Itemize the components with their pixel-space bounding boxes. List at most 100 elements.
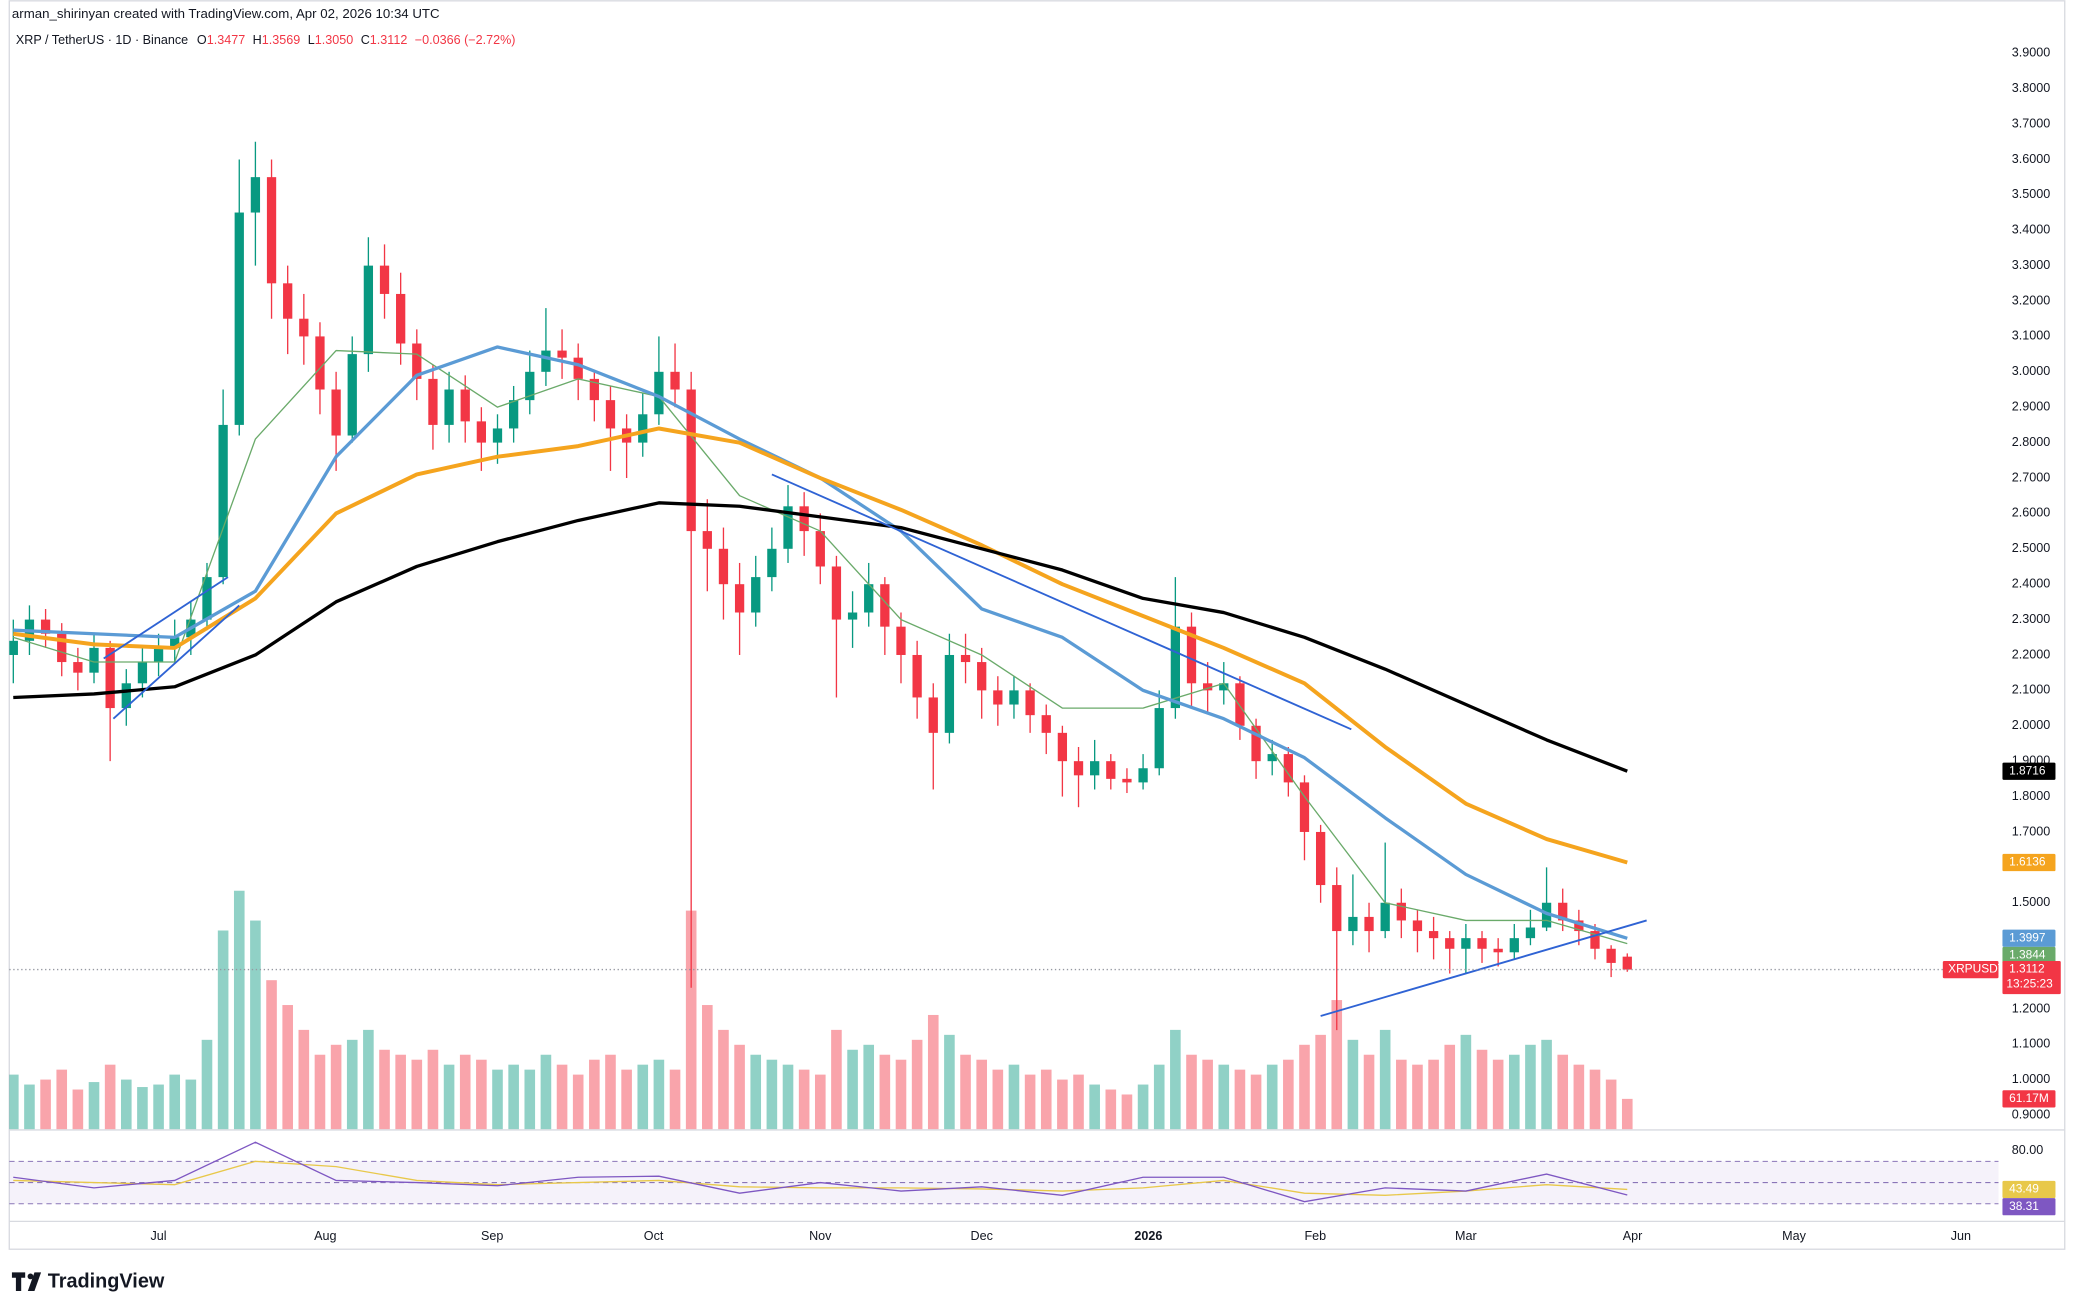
volume-bar	[556, 1064, 568, 1130]
x-tick-label: Sep	[481, 1229, 503, 1243]
trend-line	[771, 473, 1352, 731]
volume-bar	[976, 1059, 987, 1130]
credit: arman_shirinyan created with TradingView…	[12, 6, 440, 21]
candle-body	[767, 548, 777, 578]
volume-bar	[346, 1039, 358, 1130]
candle-body	[912, 654, 922, 698]
volume-bar	[944, 1034, 955, 1130]
candle-body	[831, 566, 842, 620]
candle-body	[1122, 778, 1132, 783]
last-price-box	[2002, 960, 2061, 995]
volume-bar	[120, 1079, 132, 1130]
x-tick-label: Dec	[971, 1229, 993, 1243]
moving-average	[12, 426, 1628, 865]
volume-bar	[1202, 1059, 1213, 1130]
candle-body	[170, 637, 180, 648]
volume-bar	[266, 980, 277, 1130]
rsi-label-box	[2002, 1180, 2056, 1199]
volume-bar	[1541, 1039, 1552, 1130]
candle-body	[1541, 902, 1552, 928]
volume-bar	[379, 1049, 390, 1130]
candle-body	[702, 531, 712, 549]
candle-body	[896, 626, 906, 655]
y-tick-label: 1.7000	[2012, 824, 2050, 838]
volume-bar	[1040, 1069, 1052, 1130]
x-tick-label: Oct	[644, 1229, 664, 1243]
volume-bar	[169, 1074, 181, 1130]
ohlc-value: 1.3112	[370, 34, 408, 48]
candle-body	[605, 400, 616, 429]
volume-bar	[911, 1039, 923, 1130]
volume-bar	[750, 1054, 762, 1130]
symbol-box	[1942, 960, 1999, 979]
volume-bar	[702, 1005, 713, 1130]
candle-body	[1622, 956, 1632, 970]
volume-bar	[1557, 1054, 1569, 1130]
candle-body	[960, 654, 971, 663]
volume-bar	[427, 1049, 439, 1130]
y-tick-label: 1.1000	[2012, 1037, 2050, 1051]
volume-bar	[492, 1069, 503, 1130]
volume-bar	[395, 1054, 406, 1130]
candle-body	[57, 633, 67, 663]
candle-body	[1186, 626, 1197, 684]
volume-bar	[1412, 1064, 1423, 1130]
chart-frame	[8, 0, 2066, 1250]
y-tick-label: 2.6000	[2012, 506, 2050, 520]
candle-body	[1170, 626, 1181, 709]
volume-bar	[960, 1054, 971, 1130]
candle-body	[73, 662, 83, 673]
volume-bar	[1121, 1094, 1133, 1130]
volume-bar	[1363, 1054, 1375, 1130]
volume-bar	[1170, 1029, 1181, 1130]
volume-bar	[1347, 1039, 1359, 1130]
volume-bar	[992, 1069, 1004, 1130]
candle-body	[525, 371, 535, 401]
price-label: 1.6136	[2009, 855, 2046, 869]
candle-body	[1332, 885, 1342, 932]
candle-body	[1461, 938, 1471, 949]
price-label-box	[2002, 853, 2056, 872]
candle-body	[1574, 920, 1584, 932]
candle-body	[1251, 725, 1261, 762]
candle-body	[541, 350, 551, 372]
candle-body	[718, 548, 729, 585]
volume-bar	[1073, 1074, 1084, 1130]
x-tick-label: Nov	[809, 1229, 832, 1243]
y-tick-label: 2.5000	[2012, 541, 2050, 555]
rsi-tick-label: 80.00	[2012, 1143, 2043, 1157]
volume-bar	[766, 1059, 778, 1130]
volume-bar	[233, 890, 245, 1130]
price-label-box	[2002, 946, 2056, 965]
volume-bar	[1266, 1064, 1278, 1130]
candle-body	[977, 662, 987, 691]
volume-bar	[24, 1084, 35, 1130]
volume-bar	[411, 1059, 423, 1130]
ohlc-label: C	[361, 34, 370, 48]
candle-body	[928, 697, 938, 733]
x-tick-label: Aug	[314, 1229, 336, 1243]
candle-body	[1477, 938, 1487, 949]
ohlc-label: L	[308, 34, 315, 48]
volume-bar	[282, 1005, 293, 1130]
candle-body	[379, 265, 390, 294]
volume-bar	[56, 1069, 68, 1130]
candle-body	[492, 428, 503, 443]
logo-mark	[11, 1272, 26, 1291]
last-price-label: 1.3112	[2009, 962, 2045, 976]
volume-bar	[637, 1064, 649, 1130]
volume-bar	[1396, 1059, 1407, 1130]
volume-bar	[1476, 1049, 1488, 1130]
volume-bar	[734, 1044, 745, 1130]
volume-bar	[1573, 1064, 1585, 1130]
volume-bar	[1379, 1029, 1391, 1130]
volume-bar	[104, 1064, 116, 1130]
candle-body	[783, 506, 793, 549]
y-tick-label: 1.5000	[2012, 895, 2050, 909]
volume-bar	[1428, 1059, 1439, 1130]
candle-body	[751, 577, 761, 613]
price-label: 1.3844	[2009, 948, 2046, 962]
brand: TradingView	[48, 1271, 165, 1293]
